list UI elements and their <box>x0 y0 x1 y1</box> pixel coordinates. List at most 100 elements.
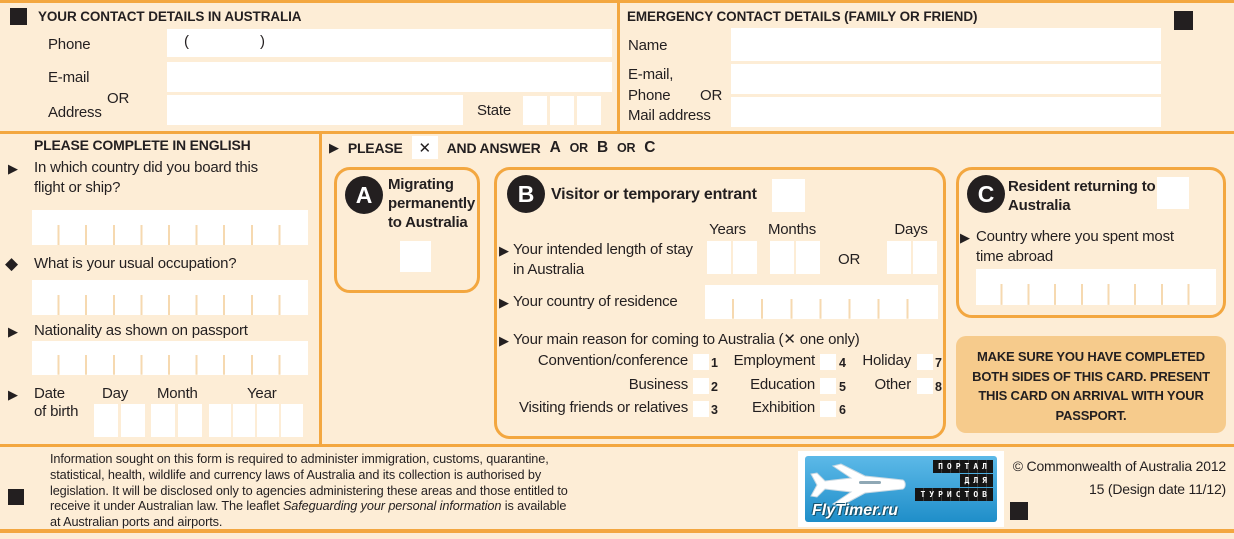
dob-year-box-4[interactable] <box>281 404 303 437</box>
stay-or-label: OR <box>838 251 861 268</box>
dob-label-2: of birth <box>34 403 79 420</box>
phone-input[interactable]: ( ) <box>167 29 612 57</box>
legal-part-2: is available at Australian ports and air… <box>50 499 567 529</box>
dob-day-box-2[interactable] <box>121 404 145 437</box>
days-label: Days <box>894 221 928 238</box>
years-label: Years <box>709 221 746 238</box>
box-c-badge: C <box>967 175 1005 213</box>
dob-year-box-1[interactable] <box>209 404 231 437</box>
emergency-panel-title: EMERGENCY CONTACT DETAILS (FAMILY OR FRI… <box>627 9 978 24</box>
reason-label-education: Education <box>750 376 815 393</box>
logo-board-line-2: ДЛЯ <box>959 474 993 487</box>
phone-paren-close: ) <box>260 33 265 50</box>
emergency-contact-input-1[interactable] <box>731 64 1161 94</box>
reason-num-visiting: 3 <box>711 403 718 417</box>
box-b <box>494 167 946 439</box>
occupation-input[interactable] <box>32 280 308 315</box>
residence-question: Your country of residence <box>513 293 678 310</box>
logo-board: ПОРТАЛ ДЛЯ ТУРИСТОВ <box>915 460 993 501</box>
abroad-country-input[interactable] <box>976 269 1216 305</box>
and-answer-label: AND ANSWER <box>446 139 541 156</box>
bottom-border <box>0 529 1234 533</box>
logo-brand-text: FlyTimer.ru <box>812 502 898 519</box>
stay-years-box-2[interactable] <box>733 241 757 274</box>
reason-checkbox-exhibition[interactable] <box>820 401 836 417</box>
flytimer-logo: ПОРТАЛ ДЛЯ ТУРИСТОВ FlyTimer.ru <box>798 451 1004 527</box>
arrow-icon: ▶ <box>329 139 339 155</box>
cross-checkbox[interactable]: ✕ <box>411 136 438 159</box>
box-b-checkbox[interactable] <box>772 179 805 212</box>
reason-checkbox-convention[interactable] <box>693 354 709 370</box>
reason-label-holiday: Holiday <box>862 352 911 369</box>
occupation-question: What is your usual occupation? <box>34 255 237 272</box>
box-a-title: Migrating permanently to Australia <box>388 176 475 231</box>
address-input[interactable] <box>167 95 463 125</box>
reason-checkbox-education[interactable] <box>820 378 836 394</box>
dob-day-box-1[interactable] <box>94 404 118 437</box>
registration-mark-top-right <box>1174 11 1193 30</box>
arrow-icon: ▶ <box>499 243 509 258</box>
box-c-checkbox[interactable] <box>1157 177 1189 209</box>
dob-year-box-3[interactable] <box>257 404 279 437</box>
mid-divider <box>0 131 1234 134</box>
notice-box: MAKE SURE YOU HAVE COMPLETED BOTH SIDES … <box>956 336 1226 433</box>
emergency-name-label: Name <box>628 37 668 54</box>
top-panel-divider <box>617 3 620 131</box>
reason-checkbox-employment[interactable] <box>820 354 836 370</box>
reason-num-other: 8 <box>935 380 942 394</box>
dob-month-box-2[interactable] <box>178 404 202 437</box>
box-a-badge: A <box>345 176 383 214</box>
registration-mark-top-left <box>10 8 27 25</box>
reason-checkbox-visiting[interactable] <box>693 401 709 417</box>
state-box-2[interactable] <box>550 96 574 125</box>
left-column-divider <box>319 131 322 444</box>
letter-a-label: A <box>549 138 561 156</box>
reason-num-business: 2 <box>711 380 718 394</box>
board-country-question: In which country did you board this flig… <box>34 159 258 196</box>
stay-months-box-2[interactable] <box>796 241 820 274</box>
dob-label-1: Date <box>34 385 65 402</box>
or-label-1: OR <box>569 140 589 155</box>
box-b-badge: B <box>507 175 545 213</box>
residence-input[interactable] <box>705 285 938 319</box>
design-date-text: 15 (Design date 11/12) <box>1089 481 1226 497</box>
state-box-3[interactable] <box>577 96 601 125</box>
arrow-icon: ▶ <box>8 161 18 176</box>
reason-num-employment: 4 <box>839 356 846 370</box>
address-label: Address <box>48 104 102 121</box>
please-label: PLEASE <box>347 139 403 156</box>
email-input[interactable] <box>167 62 612 92</box>
board-country-input[interactable] <box>32 210 308 245</box>
dob-month-box-1[interactable] <box>151 404 175 437</box>
box-b-title: Visitor or temporary entrant <box>551 186 757 203</box>
arrow-icon: ▶ <box>499 295 509 310</box>
stay-days-box-1[interactable] <box>887 241 911 274</box>
stay-question: Your intended length of stay in Australi… <box>513 241 693 278</box>
reason-checkbox-holiday[interactable] <box>917 354 933 370</box>
stay-days-box-2[interactable] <box>913 241 937 274</box>
dob-year-box-2[interactable] <box>233 404 255 437</box>
reason-checkbox-other[interactable] <box>917 378 933 394</box>
emergency-or-label: OR <box>700 87 723 104</box>
stay-years-box-1[interactable] <box>707 241 731 274</box>
nationality-input[interactable] <box>32 341 308 375</box>
contact-panel-title: YOUR CONTACT DETAILS IN AUSTRALIA <box>38 9 302 24</box>
box-a-checkbox[interactable] <box>400 241 431 272</box>
box-a <box>334 167 480 293</box>
reason-num-convention: 1 <box>711 356 718 370</box>
logo-board-line-1: ПОРТАЛ <box>933 460 993 473</box>
diamond-icon: ◆ <box>5 254 18 273</box>
dob-month-label: Month <box>157 385 198 402</box>
top-border <box>0 0 1234 3</box>
state-box-1[interactable] <box>523 96 547 125</box>
cross-icon: ✕ <box>418 139 431 157</box>
reason-num-holiday: 7 <box>935 356 942 370</box>
reason-checkbox-business[interactable] <box>693 378 709 394</box>
dob-year-label: Year <box>247 385 277 402</box>
emergency-name-input[interactable] <box>731 28 1161 61</box>
box-c-title: Resident returning to Australia <box>1008 178 1156 214</box>
emergency-mail-label: Mail address <box>628 107 711 124</box>
answer-header: ▶ PLEASE ✕ AND ANSWER A OR B OR C <box>329 136 655 159</box>
stay-months-box-1[interactable] <box>770 241 794 274</box>
emergency-contact-input-2[interactable] <box>731 97 1161 127</box>
